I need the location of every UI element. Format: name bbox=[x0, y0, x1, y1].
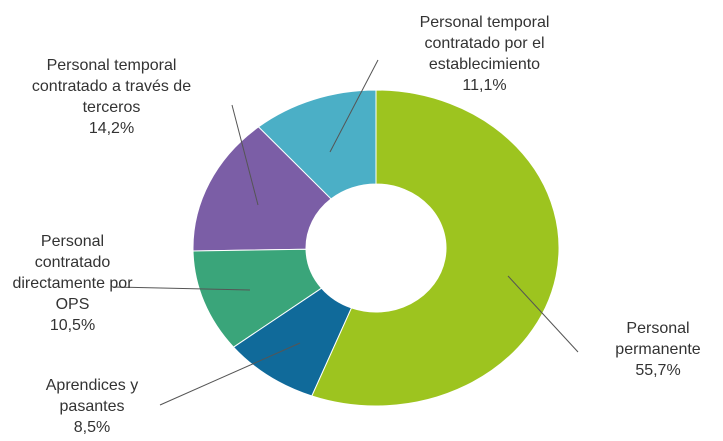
leader-line bbox=[112, 286, 251, 291]
slice-label: Personal contratado directamente por OPS… bbox=[10, 231, 135, 336]
category-name: Personal permanente bbox=[615, 320, 701, 358]
donut-slice bbox=[232, 287, 353, 397]
value-label: 10,5% bbox=[49, 317, 96, 334]
value-label: 14,2% bbox=[88, 120, 135, 137]
category-name: Personal temporal contratado a través de… bbox=[31, 57, 192, 116]
category-name: Personal temporal contratado por el esta… bbox=[419, 14, 550, 73]
leader-line bbox=[507, 275, 579, 353]
donut-slice bbox=[192, 126, 332, 252]
value-label: 55,7% bbox=[635, 362, 681, 379]
donut-slice bbox=[311, 89, 560, 407]
value-label: 11,1% bbox=[462, 77, 507, 94]
donut-slice bbox=[192, 248, 323, 348]
leader-line bbox=[159, 342, 301, 406]
category-name: Aprendices y pasantes bbox=[45, 377, 139, 415]
slice-label: Personal permanente 55,7% bbox=[597, 318, 719, 381]
slice-label: Personal temporal contratado a través de… bbox=[14, 55, 209, 139]
category-name: Personal contratado directamente por OPS bbox=[12, 233, 133, 313]
value-label: 8,5% bbox=[73, 419, 111, 436]
leader-line bbox=[329, 59, 379, 153]
slice-label: Personal temporal contratado por el esta… bbox=[382, 12, 587, 96]
slice-label: Aprendices y pasantes 8,5% bbox=[22, 375, 162, 438]
leader-line bbox=[231, 104, 259, 206]
